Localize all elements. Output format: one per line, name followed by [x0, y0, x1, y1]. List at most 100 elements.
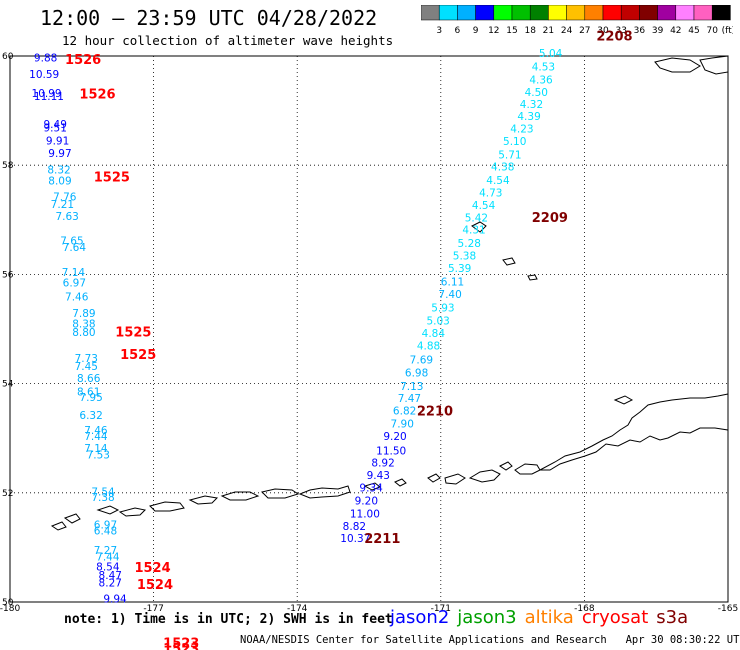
colorbar-tick-label: 39 [652, 26, 664, 36]
wave-height-label: 4.54 [486, 175, 510, 187]
wave-height-label: 5.28 [458, 238, 481, 250]
island-chain-central [298, 485, 351, 499]
wave-height-label: 4.39 [517, 111, 540, 123]
colorbar-tick-label: 36 [634, 26, 646, 36]
wave-height-label: 5.38 [453, 251, 476, 263]
wave-height-label: 7.40 [438, 289, 461, 301]
y-tick-label: 50 [2, 598, 14, 608]
island-small-4 [613, 395, 634, 405]
wave-height-label: 7.65 [60, 235, 83, 247]
wave-height-label: 7.95 [79, 392, 102, 404]
colorbar-tick-label: 70 [706, 26, 718, 36]
wave-height-label: 9.34 [359, 483, 383, 495]
wave-height-label: 7.14 [62, 267, 86, 279]
wave-height-label: 4.84 [422, 328, 446, 340]
legend-item-cryosat: cryosat [581, 607, 649, 628]
island-chain-rat [149, 501, 185, 512]
nunivak-island [654, 57, 701, 73]
x-tick-label: -171 [431, 604, 451, 614]
wave-height-label: 7.53 [87, 449, 110, 461]
east-track-values: 5.04 4.534.364.504.324.394.235.10 5.714.38… [340, 48, 562, 545]
wave-height-label: 4.32 [520, 99, 543, 111]
island-chain-adak [220, 491, 260, 501]
wave-height-label: 9.49 [44, 119, 67, 131]
wave-height-label: 7.73 [75, 353, 98, 365]
umnak-island [444, 473, 466, 485]
pass-time-label: 1523 [163, 642, 199, 650]
wave-height-label: 8.27 [99, 578, 122, 590]
wave-height-label: 7.45 [75, 361, 98, 373]
island-chain-atka [261, 488, 300, 499]
wave-height-label: 8.47 [99, 570, 122, 582]
wave-height-label: 4.73 [479, 187, 502, 199]
pass-time-label: 1526 [65, 53, 101, 68]
pass-time-label: 1523 [163, 636, 199, 650]
wave-height-label: 6.97 [63, 277, 86, 289]
wave-height-label: 4.54 [472, 200, 496, 212]
st-matthew-island [471, 221, 487, 233]
island-chain-amchitka [118, 507, 147, 517]
legend-item-altika: altika [524, 607, 574, 628]
x-axis-ticks: -180 -177 -174 -171 -168 -165 [0, 604, 738, 614]
pass-time-label: 1525 [94, 171, 130, 186]
colorbar-tick-label: 3 [436, 26, 442, 36]
credit-footer: NOAA/NESDIS Center for Satellite Applica… [240, 634, 740, 646]
island-chain-tanaga [188, 495, 219, 505]
wave-height-label: 10.37 [340, 533, 370, 545]
y-tick-label: 54 [2, 380, 14, 390]
colorbar-tick-label: 9 [473, 26, 479, 36]
island-small-3 [394, 478, 407, 487]
wave-height-label: 9.20 [355, 495, 378, 507]
colorbar-tick-label: 12 [488, 26, 499, 36]
wave-height-label: 10.59 [29, 69, 59, 81]
island-attu [50, 521, 67, 531]
wave-height-label: 4.31 [462, 224, 485, 236]
x-tick-label: -168 [574, 604, 595, 614]
wave-height-label: 9.20 [383, 431, 406, 443]
y-tick-label: 56 [2, 270, 14, 280]
wave-height-label: 7.44 [96, 552, 120, 564]
wave-height-label: 5.71 [498, 150, 521, 162]
island-small-2 [363, 482, 381, 491]
wave-height-label: 8.61 [77, 387, 100, 399]
wave-height-label: 7.13 [400, 381, 423, 393]
wave-height-label: 4.50 [525, 87, 548, 99]
wave-height-label: 9.43 [367, 470, 390, 482]
wave-height-label: 7.46 [84, 425, 108, 437]
wave-height-label: 9.88 [34, 52, 57, 64]
pass-time-label: 1525 [120, 348, 156, 363]
west-track-values: 9.8810.5910.9911.119.499.519.919.978.328… [29, 52, 127, 605]
wave-height-label: 10.99 [32, 88, 62, 100]
colorbar-tick-label: 18 [524, 26, 536, 36]
pass-time-label: 2211 [364, 532, 400, 547]
wave-height-label: 7.14 [84, 443, 108, 455]
wave-height-label: 7.44 [84, 431, 108, 443]
wave-height-label: 5.93 [431, 303, 454, 315]
x-tick-label: -165 [718, 604, 738, 614]
colorbar-tick-label: 24 [561, 26, 573, 36]
colorbar-tick-label: 33 [615, 26, 626, 36]
wave-height-label: 7.64 [63, 242, 87, 254]
wave-height-label: 4.23 [510, 123, 533, 135]
wave-height-label: 8.32 [47, 164, 70, 176]
wave-height-label: 6.98 [405, 368, 428, 380]
units-note: note: 1) Time is in UTC; 2) SWH is in fe… [64, 612, 393, 627]
colorbar-tick-label: 6 [455, 26, 461, 36]
legend-item-s3a: s3a [656, 607, 689, 628]
colorbar-tick-label: 42 [670, 26, 681, 36]
pass-time-label: 2209 [532, 211, 568, 226]
wave-height-label: 9.51 [44, 122, 67, 134]
wave-height-label: 7.89 [72, 308, 95, 320]
wave-height-label: 11.50 [376, 446, 406, 458]
wave-height-label: 8.92 [371, 458, 394, 470]
island-small-1 [427, 473, 441, 483]
wave-height-label: 7.76 [53, 192, 77, 204]
pribilof-st-paul [502, 257, 516, 266]
chart-title: 12:00 – 23:59 UTC 04/28/2022 [40, 6, 378, 30]
wave-height-label: 7.21 [51, 199, 74, 211]
wave-height-label: 8.66 [77, 373, 101, 385]
pass-time-label: 1525 [115, 326, 151, 341]
wave-height-label: 8.54 [96, 561, 120, 573]
